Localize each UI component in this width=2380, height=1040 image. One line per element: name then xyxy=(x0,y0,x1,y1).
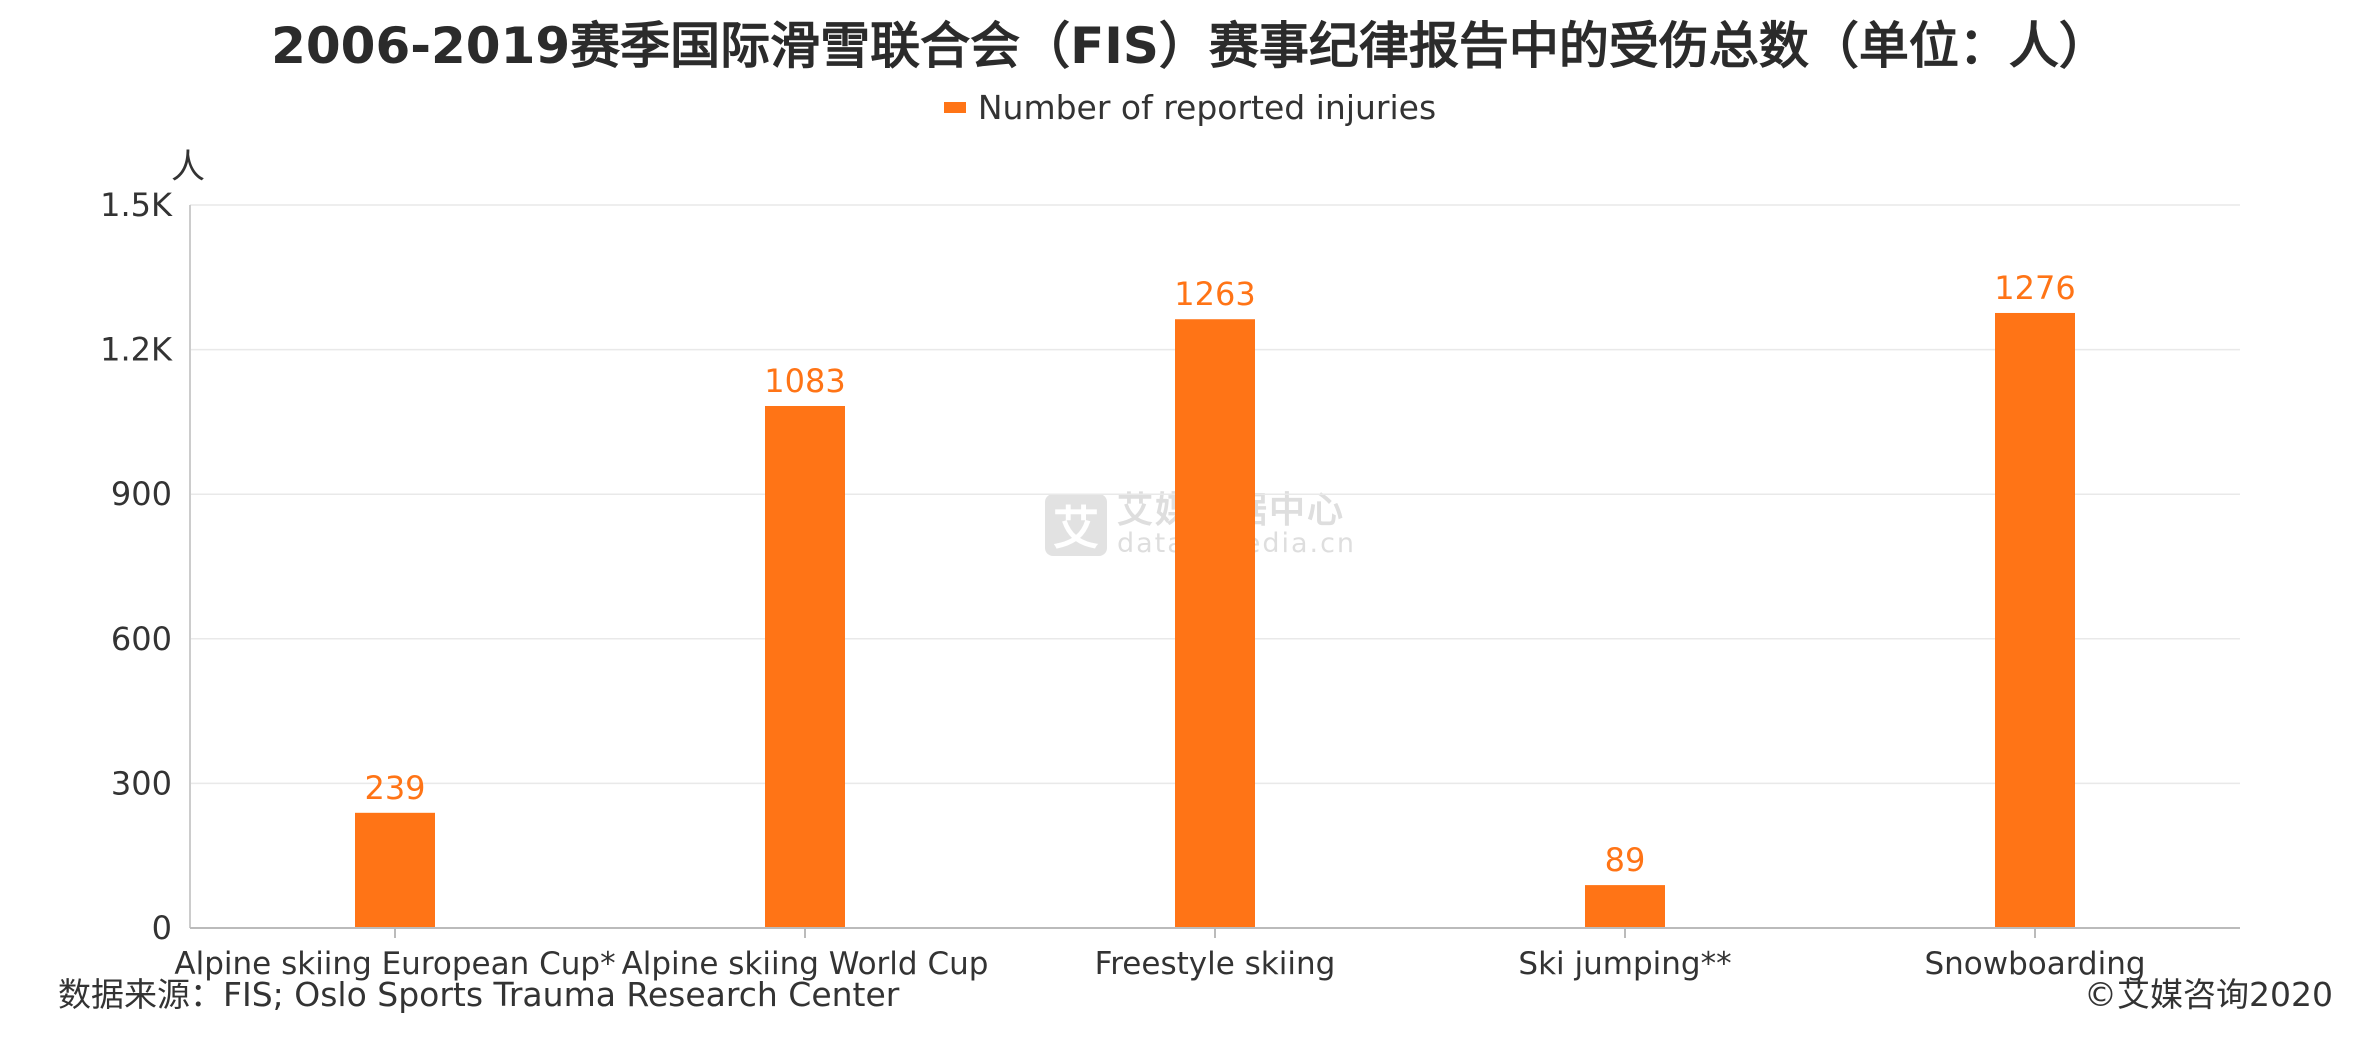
chart-title: 2006-2019赛季国际滑雪联合会（FIS）赛事纪律报告中的受伤总数（单位：人… xyxy=(271,17,2109,75)
x-tick-label: Alpine skiing European Cup* xyxy=(174,946,615,982)
y-tick-label: 300 xyxy=(111,764,172,802)
y-tick-label: 600 xyxy=(111,620,172,658)
copyright-note: ©艾媒咨询2020 xyxy=(2084,975,2333,1014)
y-tick-label: 0 xyxy=(152,909,172,947)
data-label: 1276 xyxy=(1994,269,2075,307)
y-axis-label: 人 xyxy=(171,147,205,187)
bar xyxy=(355,812,435,928)
source-note: 数据来源：FIS; Oslo Sports Trauma Research Ce… xyxy=(58,975,900,1014)
bar xyxy=(765,405,845,928)
x-tick-label: Ski jumping** xyxy=(1518,946,1731,982)
data-label: 239 xyxy=(364,769,425,807)
legend-label: Number of reported injuries xyxy=(977,88,1437,127)
data-label: 1263 xyxy=(1174,275,1255,313)
y-tick-label: 1.5K xyxy=(100,186,173,224)
data-label: 89 xyxy=(1605,841,1646,879)
bar xyxy=(1995,312,2075,928)
y-tick-label: 900 xyxy=(111,475,172,513)
y-tick-label: 1.2K xyxy=(100,331,173,369)
bar xyxy=(1585,885,1665,928)
x-tick-label: Alpine skiing World Cup xyxy=(622,946,989,982)
legend-swatch xyxy=(943,102,966,113)
watermark-logo: 艾 xyxy=(1045,494,1107,557)
x-tick-label: Snowboarding xyxy=(1924,946,2145,982)
data-label: 1083 xyxy=(764,362,845,400)
bar xyxy=(1175,319,1255,928)
chart-legend: Number of reported injuries xyxy=(0,88,2380,127)
x-tick-label: Freestyle skiing xyxy=(1095,946,1336,982)
